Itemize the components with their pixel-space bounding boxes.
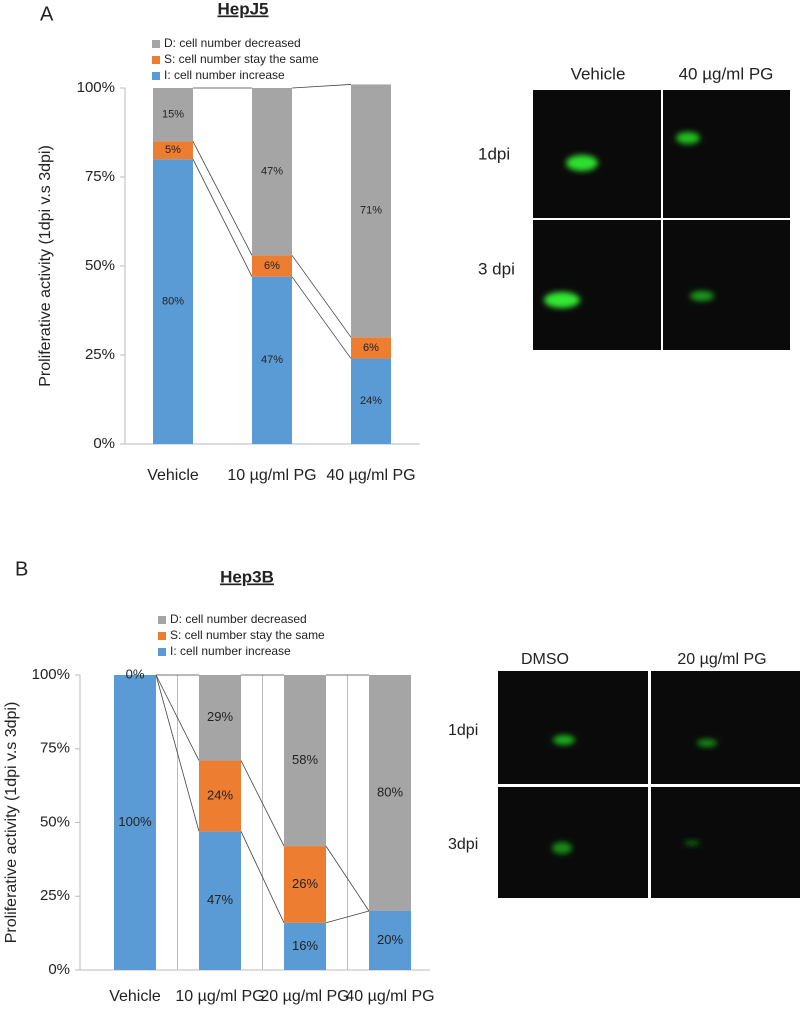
value-label: 47% xyxy=(207,892,233,907)
value-label: 15% xyxy=(162,109,184,121)
panel-letter: A xyxy=(40,3,54,25)
connector xyxy=(291,255,352,338)
image-grid xyxy=(498,671,800,898)
value-label: 24% xyxy=(360,395,382,407)
panel-letter: B xyxy=(15,558,28,580)
value-label: 26% xyxy=(292,876,318,891)
y-tick-label: 100% xyxy=(77,79,115,96)
bar-segment xyxy=(351,337,391,359)
legend-swatch xyxy=(152,72,160,80)
value-label: 20% xyxy=(377,932,403,947)
bar-segment xyxy=(252,276,292,444)
bar-segment xyxy=(252,255,292,277)
bar-segment xyxy=(199,831,241,970)
bar-segment xyxy=(252,88,292,256)
connector xyxy=(325,910,370,924)
value-label: 16% xyxy=(292,938,318,953)
value-label: 80% xyxy=(377,784,403,799)
bar-segment xyxy=(284,846,326,923)
y-tick-label: 75% xyxy=(85,168,115,185)
value-label: 6% xyxy=(363,342,379,354)
chart-title: Hep3B xyxy=(220,567,274,586)
y-axis-title: Proliferative activity (1dpi v.s 3dpi) xyxy=(37,145,54,387)
connector xyxy=(155,674,200,832)
value-label: 0% xyxy=(126,666,145,681)
image-column-label: DMSO xyxy=(521,651,569,668)
legend-swatch xyxy=(158,632,166,640)
x-tick-label: 40 µg/ml PG xyxy=(326,467,416,484)
connector xyxy=(192,141,253,256)
image-row-label: 3dpi xyxy=(448,836,478,853)
y-tick-label: 50% xyxy=(40,813,70,830)
bar-segment xyxy=(369,675,411,911)
connector xyxy=(325,845,370,912)
image-row-label: 3 dpi xyxy=(478,259,515,278)
y-tick-label: 25% xyxy=(40,887,70,904)
bar-segment xyxy=(199,675,241,761)
value-label: 80% xyxy=(162,296,184,308)
image-row-label: 1dpi xyxy=(448,722,478,739)
value-label: 6% xyxy=(264,260,280,272)
x-tick-label: Vehicle xyxy=(147,467,199,484)
bar-segment xyxy=(284,675,326,847)
image-row-label: 1dpi xyxy=(478,144,510,163)
bar-segment xyxy=(199,760,241,832)
y-tick-label: 0% xyxy=(48,961,70,978)
connector xyxy=(291,84,352,89)
value-label: 47% xyxy=(261,354,283,366)
legend-swatch xyxy=(158,648,166,656)
connector xyxy=(291,276,352,359)
image-grid xyxy=(533,90,790,350)
bar-segment xyxy=(153,159,193,444)
x-tick-label: 10 µg/ml PG xyxy=(227,467,317,484)
value-label: 5% xyxy=(165,144,181,156)
y-tick-label: 75% xyxy=(40,740,70,757)
bar-segment xyxy=(114,675,156,970)
image-column-label: 20 µg/ml PG xyxy=(677,651,766,668)
connector xyxy=(192,159,253,277)
bar-segment xyxy=(351,84,391,338)
value-label: 58% xyxy=(292,752,318,767)
x-tick-label: 40 µg/ml PG xyxy=(345,988,435,1005)
legend-swatch xyxy=(152,56,160,64)
connector xyxy=(155,674,200,761)
value-label: 100% xyxy=(118,814,152,829)
legend-swatch xyxy=(152,40,160,48)
connector xyxy=(240,831,285,923)
value-label: 29% xyxy=(207,709,233,724)
legend-swatch xyxy=(158,616,166,624)
value-label: 47% xyxy=(261,166,283,178)
bar-segment xyxy=(153,141,193,160)
value-label: 24% xyxy=(207,787,233,802)
x-tick-label: 20 µg/ml PG xyxy=(260,988,350,1005)
chart-title: HepJ5 xyxy=(217,0,268,18)
legend-label: D: cell number decreased xyxy=(164,36,301,50)
bar-segment xyxy=(284,922,326,970)
x-tick-label: 10 µg/ml PG xyxy=(175,988,265,1005)
y-tick-label: 50% xyxy=(85,257,115,274)
x-tick-label: Vehicle xyxy=(109,988,161,1005)
legend-label: S: cell number stay the same xyxy=(164,52,319,66)
legend-label: I: cell number increase xyxy=(164,68,285,82)
y-tick-label: 100% xyxy=(32,666,70,683)
legend-label: D: cell number decreased xyxy=(170,612,307,626)
connector xyxy=(240,760,285,847)
legend-label: S: cell number stay the same xyxy=(170,628,325,642)
bar-segment xyxy=(153,88,193,142)
image-column-label: Vehicle xyxy=(571,64,626,83)
y-tick-label: 0% xyxy=(93,435,115,452)
image-column-label: 40 µg/ml PG xyxy=(679,64,774,83)
bar-segment xyxy=(369,911,411,970)
legend-label: I: cell number increase xyxy=(170,644,291,658)
y-axis-title: Proliferative activity (1dpi v.s 3dpi) xyxy=(3,702,20,944)
y-tick-label: 25% xyxy=(85,346,115,363)
bar-segment xyxy=(351,358,391,444)
value-label: 71% xyxy=(360,205,382,217)
